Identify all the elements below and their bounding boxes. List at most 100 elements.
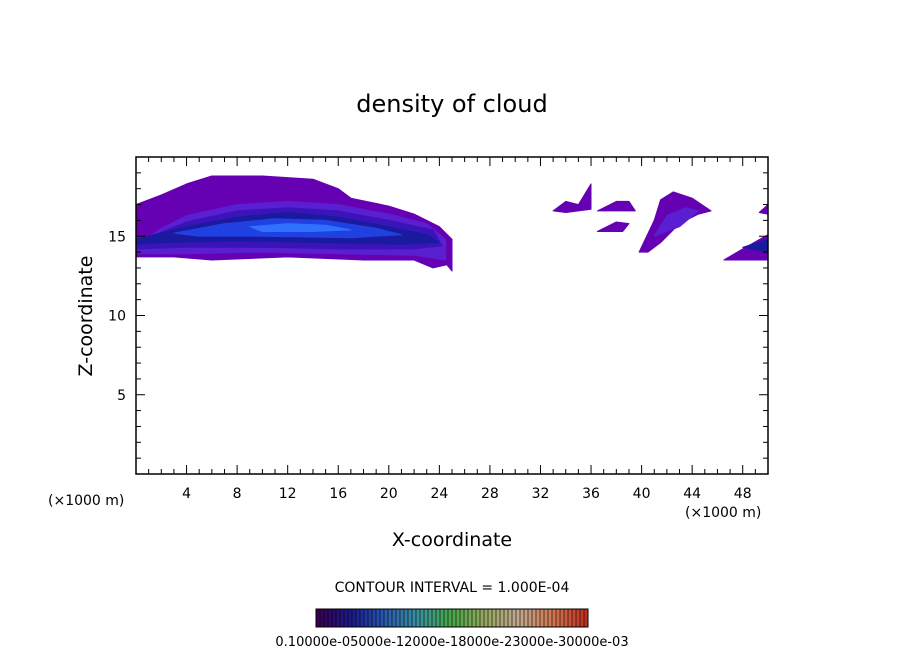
x-tick-label: 36 (582, 486, 600, 502)
colorbar-cell (428, 609, 433, 627)
colorbar-cell (416, 609, 421, 627)
y-tick-labels: 5 10 15 (108, 229, 126, 404)
colorbar-cell (404, 609, 409, 627)
axis-ticks (136, 157, 768, 474)
x-tick-label: 32 (532, 486, 550, 502)
colorbar-cell (472, 609, 477, 627)
colorbar-cell (528, 609, 533, 627)
x-axis-label: X-coordinate (392, 529, 512, 551)
contour-level-1-region-3 (596, 200, 636, 212)
colorbar-cell (324, 609, 329, 627)
colorbar-cell (348, 609, 353, 627)
chart-title: density of cloud (356, 90, 547, 118)
colorbar-cell (540, 609, 545, 627)
colorbar-cell (356, 609, 361, 627)
colorbar-cell (500, 609, 505, 627)
colorbar-cell (492, 609, 497, 627)
colorbar-cell (544, 609, 549, 627)
colorbar-cell (552, 609, 557, 627)
colorbar-cell (504, 609, 509, 627)
colorbar-cell (532, 609, 537, 627)
colorbar-cell (560, 609, 565, 627)
colorbar-cell (420, 609, 425, 627)
colorbar-cell (512, 609, 517, 627)
contour-level-1-region-7 (758, 204, 769, 215)
colorbar-cell (340, 609, 345, 627)
colorbar-cell (336, 609, 341, 627)
colorbar-cell (580, 609, 585, 627)
colorbar-cell (332, 609, 337, 627)
colorbar-cell (456, 609, 461, 627)
contour-level-1-region-2 (552, 183, 592, 213)
colorbar-cell (520, 609, 525, 627)
x-tick-label: 4 (182, 486, 191, 502)
colorbar-cell (440, 609, 445, 627)
colorbar-cell (496, 609, 501, 627)
colorbar-cell (400, 609, 405, 627)
colorbar-cell (576, 609, 581, 627)
y-axis-label: Z-coordinate (75, 256, 97, 377)
colorbar-cell (344, 609, 349, 627)
colorbar-cell (448, 609, 453, 627)
contour-interval-label: CONTOUR INTERVAL = 1.000E-04 (335, 580, 570, 596)
colorbar-cell (460, 609, 465, 627)
colorbar-cell (488, 609, 493, 627)
colorbar-cell (468, 609, 473, 627)
colorbar-cell (384, 609, 389, 627)
colorbar-cell (516, 609, 521, 627)
x-tick-label: 12 (279, 486, 297, 502)
colorbar-frame (315, 608, 589, 628)
colorbar-cell (360, 609, 365, 627)
contour-level-2-region-2 (653, 207, 699, 237)
colorbar-cell (412, 609, 417, 627)
colorbar-cell (396, 609, 401, 627)
colorbar-cell (536, 609, 541, 627)
x-tick-label: 40 (633, 486, 651, 502)
x-tick-label: 48 (734, 486, 752, 502)
y-tick-label: 15 (108, 229, 126, 245)
colorbar-cell (352, 609, 357, 627)
colorbar-cell (316, 609, 321, 627)
y-tick-label: 10 (108, 309, 126, 325)
x-tick-label: 20 (380, 486, 398, 502)
colorbar-cell (476, 609, 481, 627)
colorbar-cell (464, 609, 469, 627)
contour-level-6-region-1 (249, 223, 352, 232)
x-tick-labels: 4 8 12 16 20 24 28 32 36 40 44 48 (182, 486, 752, 502)
colorbar-cell (424, 609, 429, 627)
colorbar (315, 608, 589, 628)
x-tick-label: 8 (233, 486, 242, 502)
colorbar-cell (408, 609, 413, 627)
colorbar-cell (432, 609, 437, 627)
colorbar-cell (328, 609, 333, 627)
colorbar-cell (380, 609, 385, 627)
colorbar-cell (508, 609, 513, 627)
colorbar-cell (320, 609, 325, 627)
colorbar-cell (484, 609, 489, 627)
x-tick-label: 44 (683, 486, 701, 502)
colorbar-cell (572, 609, 577, 627)
colorbar-cell (372, 609, 377, 627)
colorbar-cell (524, 609, 529, 627)
x-unit-left: (×1000 m) (48, 493, 124, 509)
colorbar-cell (368, 609, 373, 627)
colorbar-cell (480, 609, 485, 627)
colorbar-cell (548, 609, 553, 627)
colorbar-cell (568, 609, 573, 627)
colorbar-cell (364, 609, 369, 627)
y-tick-label: 5 (117, 388, 126, 404)
colorbar-cell (376, 609, 381, 627)
x-tick-label: 28 (481, 486, 499, 502)
colorbar-labels: 0.10000e-05000e-12000e-18000e-23000e-300… (275, 635, 628, 650)
x-tick-label: 16 (329, 486, 347, 502)
x-tick-label: 24 (430, 486, 448, 502)
cloud-density-field (135, 175, 769, 272)
colorbar-cell (564, 609, 569, 627)
contour-level-1-region-4 (596, 221, 630, 232)
colorbar-cell (392, 609, 397, 627)
colorbar-cell (436, 609, 441, 627)
colorbar-cell (388, 609, 393, 627)
colorbar-cell (556, 609, 561, 627)
colorbar-cell (452, 609, 457, 627)
